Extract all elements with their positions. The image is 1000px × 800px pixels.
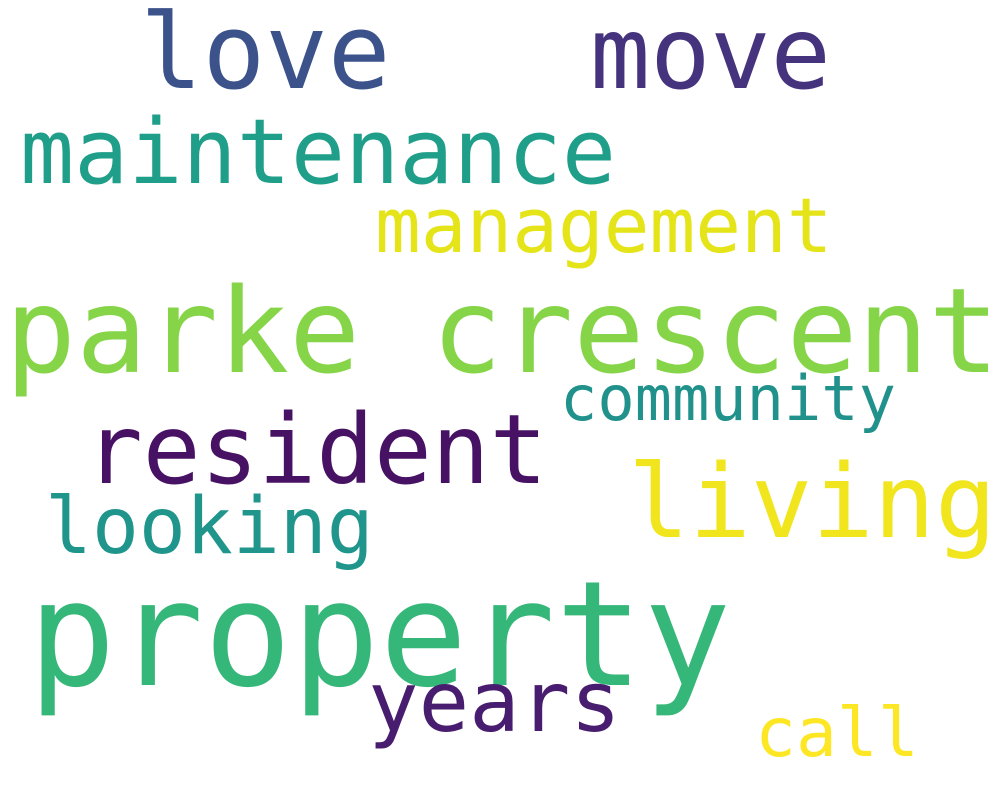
word-management: management bbox=[375, 181, 833, 270]
word-resident: resident bbox=[85, 394, 548, 506]
word-property: property bbox=[28, 550, 732, 720]
word-living: living bbox=[628, 443, 997, 562]
word-years: years bbox=[368, 653, 621, 751]
word-looking: looking bbox=[45, 482, 374, 572]
word-love: love bbox=[140, 0, 391, 113]
word-maintenance: maintenance bbox=[20, 100, 617, 205]
word-community: community bbox=[560, 362, 896, 435]
word-parke-crescent: parke crescent bbox=[5, 262, 1000, 400]
word-move: move bbox=[590, 0, 831, 112]
word-call: call bbox=[755, 694, 919, 773]
